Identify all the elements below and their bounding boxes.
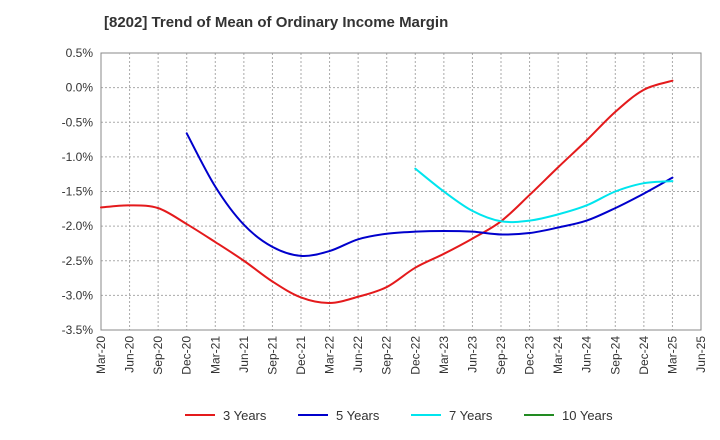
x-tick-label: Sep-22 xyxy=(380,336,394,375)
legend-label-7-years: 7 Years xyxy=(449,408,493,423)
x-tick-label: Mar-20 xyxy=(94,336,108,374)
y-tick-label: 0.5% xyxy=(66,46,94,60)
x-tick-label: Sep-20 xyxy=(151,336,165,375)
legend: 3 Years 5 Years 7 Years 10 Years xyxy=(185,408,613,423)
y-tick-label: -0.5% xyxy=(62,115,94,129)
legend-label-3-years: 3 Years xyxy=(223,408,267,423)
y-tick-label: -2.0% xyxy=(62,219,94,233)
x-tick-label: Jun-23 xyxy=(465,336,479,373)
x-tick-label: Dec-21 xyxy=(294,336,308,375)
y-tick-label: -1.5% xyxy=(62,185,94,199)
x-tick-label: Sep-23 xyxy=(494,336,508,375)
x-tick-label: Jun-25 xyxy=(694,336,708,373)
x-tick-label: Jun-24 xyxy=(580,336,594,373)
y-tick-label: -1.0% xyxy=(62,150,94,164)
series-line-3-years xyxy=(100,79,674,304)
plot-frame xyxy=(100,52,702,331)
x-tick-label: Dec-20 xyxy=(180,336,194,375)
x-tick-label: Jun-22 xyxy=(351,336,365,373)
y-tick-label: -3.0% xyxy=(62,288,94,302)
x-tick-label: Jun-21 xyxy=(237,336,251,373)
x-tick-label: Mar-21 xyxy=(208,336,222,374)
legend-label-10-years: 10 Years xyxy=(562,408,613,423)
x-tick-label: Jun-20 xyxy=(123,336,137,373)
legend-label-5-years: 5 Years xyxy=(336,408,380,423)
x-tick-label: Mar-25 xyxy=(665,336,679,374)
y-tick-label: -2.5% xyxy=(62,254,94,268)
x-tick-label: Dec-23 xyxy=(523,336,537,375)
x-tick-label: Sep-24 xyxy=(608,336,622,375)
series-line-5-years xyxy=(185,132,674,258)
x-tick-label: Mar-23 xyxy=(437,336,451,374)
series-lines xyxy=(100,79,674,304)
series-line-7-years xyxy=(414,167,674,224)
x-tick-label: Dec-24 xyxy=(637,336,651,375)
x-tick-label: Sep-21 xyxy=(265,336,279,375)
y-tick-label: -3.5% xyxy=(62,323,94,337)
x-tick-label: Dec-22 xyxy=(408,336,422,375)
y-tick-label: 0.0% xyxy=(66,81,94,95)
x-tick-label: Mar-24 xyxy=(551,336,565,374)
axes: -3.5% -3.0% -2.5% -2.0% -1.5% -1.0% -0.5% 0.0% 0… xyxy=(62,46,708,375)
chart-title: [8202] Trend of Mean of Ordinary Income … xyxy=(104,14,449,31)
x-tick-label: Mar-22 xyxy=(323,336,337,374)
